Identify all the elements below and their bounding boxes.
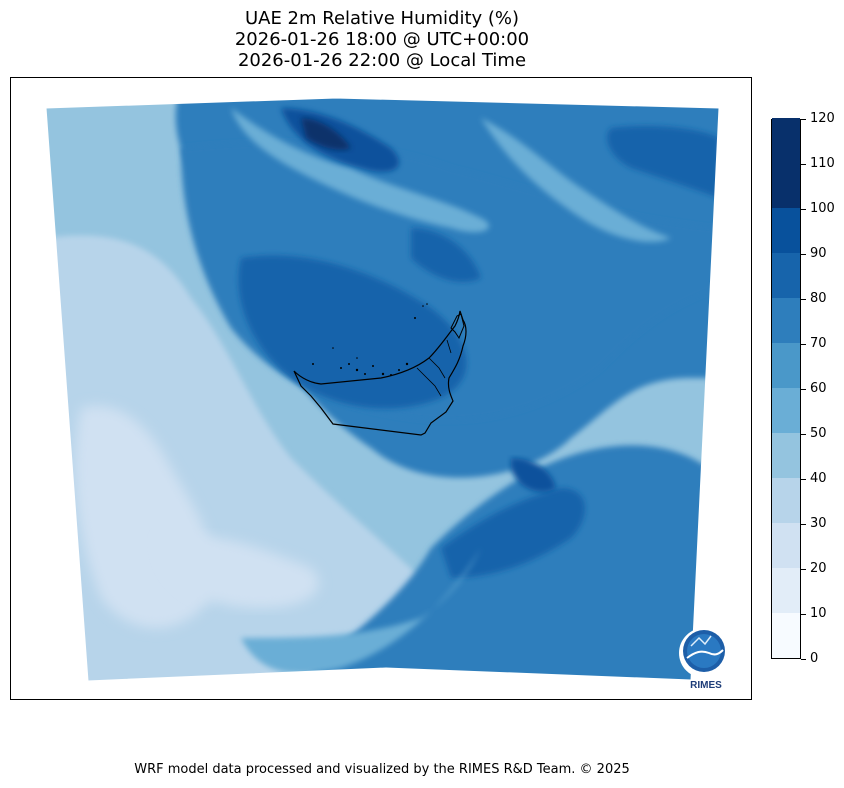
colorbar-segment — [772, 523, 800, 568]
colorbar-tick — [801, 298, 806, 300]
map-frame: RIMES — [10, 77, 752, 700]
field-iran-moist-4 — [411, 228, 481, 282]
map-title: UAE 2m Relative Humidity (%) 2026-01-26 … — [10, 8, 754, 71]
emirates-internal-border — [416, 339, 452, 397]
colorbar-segment — [772, 388, 800, 433]
colorbar-tick-label: 30 — [810, 516, 827, 531]
colorbar-tick-label: 10 — [810, 606, 827, 621]
colorbar-tick — [801, 658, 806, 660]
colorbar-tick — [801, 208, 806, 210]
colorbar-tick — [801, 118, 806, 120]
colorbar-segment — [772, 298, 800, 343]
colorbar-segment — [772, 568, 800, 613]
colorbar-tick — [801, 613, 806, 615]
colorbar-tick-label: 60 — [810, 381, 827, 396]
field-iran-moist-core — [301, 118, 351, 150]
colorbar-tick — [801, 163, 806, 165]
field-iran-ridge-1 — [231, 108, 490, 233]
domain-edge — [45, 97, 720, 682]
colorbar-tick-label: 50 — [810, 426, 827, 441]
colorbar-tick — [801, 388, 806, 390]
colorbar-segment — [772, 253, 800, 298]
colorbar-tick — [801, 523, 806, 525]
colorbar-segment — [772, 613, 800, 658]
colorbar-segment — [772, 478, 800, 523]
colorbar-tick-label: 100 — [810, 201, 835, 216]
rimes-logo-text: RIMES — [690, 680, 722, 691]
colorbar — [771, 118, 801, 659]
title-line-2: 2026-01-26 18:00 @ UTC+00:00 — [234, 29, 530, 50]
colorbar-tick — [801, 478, 806, 480]
colorbar-tick — [801, 433, 806, 435]
title-line-3: 2026-01-26 22:00 @ Local Time — [237, 50, 527, 71]
footer-credit: WRF model data processed and visualized … — [134, 762, 630, 777]
islands — [312, 303, 428, 376]
field-coast-trans — [241, 548, 481, 674]
colorbar-segment — [772, 433, 800, 478]
colorbar-segment — [772, 343, 800, 388]
colorbar-tick-label: 80 — [810, 291, 827, 306]
colorbar-tick-label: 90 — [810, 246, 827, 261]
rimes-logo: RIMES — [679, 628, 729, 691]
field-oman-core-2 — [511, 458, 556, 492]
humidity-field — [46, 98, 719, 681]
field-iran-moist-3 — [607, 126, 719, 198]
colorbar-tick — [801, 253, 806, 255]
field-gulf-core — [238, 255, 467, 409]
colorbar-tick — [801, 343, 806, 345]
colorbar-tick-label: 20 — [810, 561, 827, 576]
colorbar-tick-label: 70 — [810, 336, 827, 351]
humidity-map: RIMES — [45, 97, 729, 691]
colorbar-tick-label: 110 — [810, 156, 835, 171]
field-west-driest-2 — [161, 535, 319, 608]
colorbar-tick-label: 40 — [810, 471, 827, 486]
colorbar-tick-label: 120 — [810, 111, 835, 126]
field-iran-ridge-2 — [481, 118, 671, 242]
colorbar-tick-label: 0 — [810, 651, 819, 666]
title-line-1: UAE 2m Relative Humidity (%) — [244, 8, 520, 29]
colorbar-tick — [801, 568, 806, 570]
colorbar-segment — [772, 118, 800, 163]
oman-musandam-border — [450, 313, 465, 340]
colorbar-segment — [772, 163, 800, 208]
colorbar-segment — [772, 208, 800, 253]
